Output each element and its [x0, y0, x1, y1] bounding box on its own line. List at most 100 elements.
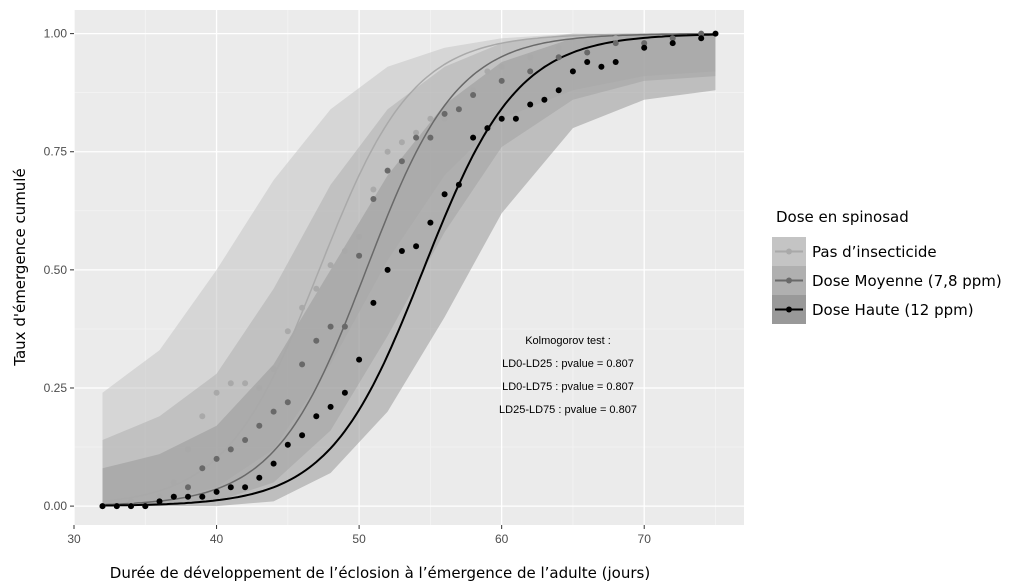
point-dose-haute-12-ppm: [99, 503, 106, 510]
point-dose-haute-12-ppm: [569, 68, 576, 75]
point-pas-d-insecticide: [612, 35, 619, 42]
legend-title: Dose en spinosad: [776, 208, 909, 226]
legend-label-dose-haute: Dose Haute (12 ppm): [812, 301, 974, 319]
point-pas-d-insecticide: [484, 68, 491, 75]
point-dose-haute-12-ppm: [170, 493, 177, 500]
point-dose-haute-12-ppm: [555, 87, 562, 94]
x-tick-label: 60: [495, 532, 509, 546]
y-tick-label: 0.25: [44, 381, 68, 395]
point-dose-haute-12-ppm: [541, 96, 548, 103]
annotation-line-3: LD0-LD75 : pvalue = 0.807: [502, 381, 634, 393]
point-dose-moyenne-7-8-ppm: [356, 252, 363, 259]
point-pas-d-insecticide: [370, 186, 377, 193]
x-axis-title: Durée de développement de l’éclosion à l…: [110, 564, 650, 582]
x-tick-label: 40: [210, 532, 224, 546]
point-dose-moyenne-7-8-ppm: [185, 484, 191, 491]
legend-key-dose-moyenne: [772, 266, 806, 295]
point-pas-d-insecticide: [284, 328, 291, 335]
point-dose-moyenne-7-8-ppm: [384, 167, 391, 174]
point-dose-moyenne-7-8-ppm: [427, 134, 434, 141]
point-dose-moyenne-7-8-ppm: [256, 422, 263, 429]
point-dose-haute-12-ppm: [584, 59, 591, 65]
point-dose-moyenne-7-8-ppm: [242, 437, 249, 443]
point-dose-haute-12-ppm: [256, 474, 263, 481]
point-dose-moyenne-7-8-ppm: [370, 196, 377, 202]
point-pas-d-insecticide: [242, 380, 249, 387]
point-dose-haute-12-ppm: [384, 266, 391, 273]
y-tick-label: 0.75: [44, 145, 68, 159]
band-dose-haute-12-ppm: [102, 33, 716, 507]
point-dose-haute-12-ppm: [498, 115, 505, 122]
point-dose-haute-12-ppm: [227, 484, 234, 491]
legend-key-dose-haute: [772, 295, 806, 324]
confidence-bands: [102, 33, 716, 507]
y-tick-label: 0.00: [44, 499, 68, 513]
point-dose-moyenne-7-8-ppm: [299, 361, 306, 368]
point-dose-haute-12-ppm: [441, 191, 448, 198]
legend: Dose en spinosad Pas d’insecticide Dose …: [772, 208, 1002, 324]
legend-key-point-2: [786, 277, 792, 284]
point-dose-moyenne-7-8-ppm: [327, 323, 334, 330]
point-pas-d-insecticide: [413, 129, 420, 136]
point-pas-d-insecticide: [128, 498, 134, 505]
point-pas-d-insecticide: [256, 385, 263, 391]
point-pas-d-insecticide: [584, 40, 591, 47]
y-axis-title: Taux d'émergence cumulé: [11, 168, 29, 366]
legend-label-pas-insecticide: Pas d’insecticide: [812, 243, 937, 261]
point-pas-d-insecticide: [156, 493, 163, 500]
point-pas-d-insecticide: [313, 285, 320, 292]
legend-key-pas-insecticide: [772, 237, 806, 266]
point-dose-moyenne-7-8-ppm: [227, 446, 234, 453]
point-dose-haute-12-ppm: [313, 413, 320, 420]
point-pas-d-insecticide: [555, 44, 562, 51]
point-dose-haute-12-ppm: [398, 248, 405, 254]
point-dose-moyenne-7-8-ppm: [441, 110, 448, 117]
legend-key-point-3: [786, 306, 792, 313]
point-dose-haute-12-ppm: [284, 441, 291, 448]
annotation-line-4: LD25-LD75 : pvalue = 0.807: [499, 404, 637, 416]
point-dose-moyenne-7-8-ppm: [313, 337, 320, 344]
x-tick-label: 70: [638, 532, 652, 546]
point-pas-d-insecticide: [213, 389, 220, 396]
point-pas-d-insecticide: [199, 413, 206, 420]
point-pas-d-insecticide: [327, 262, 334, 269]
point-dose-moyenne-7-8-ppm: [413, 134, 420, 141]
x-tick-label: 50: [352, 532, 366, 546]
point-dose-haute-12-ppm: [527, 101, 534, 108]
point-pas-d-insecticide: [185, 446, 191, 453]
point-dose-moyenne-7-8-ppm: [555, 54, 562, 61]
point-pas-d-insecticide: [427, 115, 434, 122]
point-dose-haute-12-ppm: [327, 403, 334, 410]
point-dose-haute-12-ppm: [641, 44, 648, 51]
point-dose-haute-12-ppm: [213, 488, 220, 495]
point-dose-moyenne-7-8-ppm: [498, 77, 505, 84]
point-dose-haute-12-ppm: [370, 299, 377, 306]
point-dose-moyenne-7-8-ppm: [641, 40, 648, 47]
point-dose-haute-12-ppm: [427, 219, 434, 226]
y-tick-label: 1.00: [44, 27, 68, 41]
point-dose-haute-12-ppm: [142, 503, 149, 510]
point-dose-moyenne-7-8-ppm: [398, 158, 405, 165]
annotation-box: Kolmogorov test : LD0-LD25 : pvalue = 0.…: [499, 335, 637, 416]
data-points: [99, 30, 719, 510]
legend-key-point-1: [786, 248, 792, 255]
y-tick-label: 0.50: [44, 263, 68, 277]
point-dose-haute-12-ppm: [341, 389, 348, 396]
point-dose-moyenne-7-8-ppm: [213, 455, 220, 462]
point-dose-haute-12-ppm: [156, 498, 163, 505]
point-pas-d-insecticide: [384, 148, 391, 155]
x-tick-label: 30: [67, 532, 81, 546]
point-dose-haute-12-ppm: [413, 243, 420, 250]
point-dose-haute-12-ppm: [299, 432, 306, 439]
point-dose-moyenne-7-8-ppm: [199, 465, 206, 472]
point-dose-haute-12-ppm: [470, 134, 477, 141]
annotation-line-1: Kolmogorov test :: [525, 335, 611, 347]
point-pas-d-insecticide: [170, 479, 177, 486]
axes: 30 40 50 60 70 0.00 0.25 0.50 0.75 1.00: [44, 27, 652, 546]
point-pas-d-insecticide: [356, 233, 363, 240]
point-dose-moyenne-7-8-ppm: [284, 399, 291, 406]
point-dose-moyenne-7-8-ppm: [455, 106, 462, 113]
point-dose-moyenne-7-8-ppm: [584, 49, 591, 56]
point-dose-haute-12-ppm: [270, 460, 277, 467]
point-dose-haute-12-ppm: [185, 493, 191, 500]
